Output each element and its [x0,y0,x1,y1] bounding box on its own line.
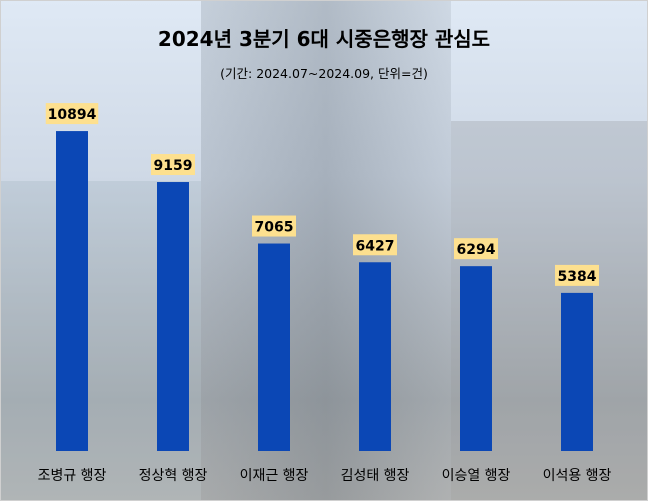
data-label: 10894 [48,107,97,123]
data-label: 6427 [356,238,395,254]
x-tick-label: 김성태 행장 [341,468,410,484]
bar [258,243,290,451]
data-label-bg [151,154,195,176]
bar [157,182,189,451]
bar [359,262,391,451]
x-tick-label: 이승열 행장 [442,468,511,484]
data-label-bg [555,264,599,286]
data-label: 7065 [255,220,294,236]
data-label: 5384 [558,269,597,285]
x-tick-label: 조병규 행장 [38,468,107,484]
chart-subtitle: (기간: 2024.07~2024.09, 단위=건) [220,66,428,81]
x-tick-label: 이재근 행장 [240,468,309,484]
bar [561,292,593,451]
chart-title: 2024년 3분기 6대 시중은행장 관심도 [157,27,491,51]
data-label-bg [353,234,397,256]
x-tick-label: 이석용 행장 [543,468,612,484]
data-label-bg [45,103,99,125]
data-label: 6294 [457,242,496,258]
x-tick-label: 정상혁 행장 [139,468,208,484]
bar [56,131,88,451]
bar [460,266,492,451]
data-label-bg [454,238,498,260]
data-label-bg [252,215,296,237]
background-building [201,1,451,500]
data-label: 9159 [154,158,193,174]
